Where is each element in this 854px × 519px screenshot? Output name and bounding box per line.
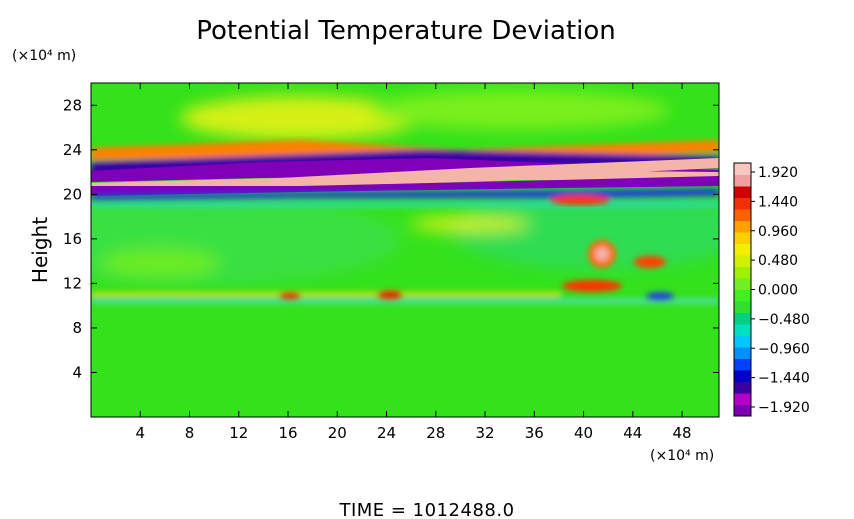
heatmap-field	[91, 83, 719, 417]
colorbar-swatch	[734, 278, 751, 290]
x-tick-label: 32	[475, 424, 494, 442]
y-tick-label: 24	[63, 141, 82, 159]
y-tick-label: 20	[63, 185, 82, 203]
y-axis-label: Height	[28, 217, 52, 283]
colorbar	[733, 162, 752, 417]
x-tick-label: 28	[426, 424, 445, 442]
colorbar-label: 0.480	[758, 253, 798, 269]
colorbar-swatch	[734, 209, 751, 221]
colorbar-swatch	[734, 404, 751, 417]
y-tick-label: 4	[72, 363, 82, 381]
colorbar-swatch	[734, 347, 751, 359]
colorbar-label: 0.000	[758, 283, 798, 299]
colorbar-swatch	[734, 393, 751, 405]
colorbar-swatch	[734, 312, 751, 325]
colorbar-label: 1.920	[758, 165, 798, 181]
y-axis-ticks: 4 8 12 16 20 24 28	[63, 96, 719, 381]
y-unit-label: (×10⁴ m)	[12, 48, 76, 64]
colorbar-swatch	[734, 174, 751, 187]
x-unit-label: (×10⁴ m)	[650, 448, 714, 464]
y-tick-label: 16	[63, 230, 82, 248]
colorbar-swatch	[734, 289, 751, 302]
time-label: TIME = 1012488.0	[338, 500, 514, 519]
colorbar-swatch	[734, 266, 751, 279]
colorbar-swatch	[734, 335, 751, 348]
x-tick-label: 24	[377, 424, 396, 442]
y-tick-label: 28	[63, 96, 82, 114]
colorbar-label: −0.480	[758, 312, 810, 328]
x-tick-label: 40	[574, 424, 593, 442]
chart-title: Potential Temperature Deviation	[196, 16, 616, 46]
x-tick-label: 16	[278, 424, 297, 442]
colorbar-labels: 1.920 1.440 0.960 0.480 0.000 −0.480 −0.960 −1.…	[751, 165, 810, 416]
colorbar-label: 0.960	[758, 224, 798, 240]
y-tick-label: 8	[72, 319, 82, 337]
x-tick-label: 8	[185, 424, 195, 442]
colorbar-swatch	[734, 197, 751, 210]
colorbar-label: −0.960	[758, 341, 810, 357]
colorbar-label: 1.440	[758, 194, 798, 210]
plot-frame	[90, 82, 720, 418]
colorbar-swatch	[734, 220, 751, 233]
x-tick-label: 20	[328, 424, 347, 442]
colorbar-label: −1.440	[758, 371, 810, 387]
y-tick-label: 12	[63, 274, 82, 292]
colorbar-swatch	[734, 381, 751, 394]
colorbar-swatch	[734, 255, 751, 267]
colorbar-swatch	[734, 163, 751, 175]
x-tick-label: 48	[673, 424, 692, 442]
colorbar-swatch	[734, 232, 751, 244]
x-axis-ticks: 4 8 12 16 20 24 28 32 36 40 44 48	[135, 83, 692, 442]
x-tick-label: 44	[623, 424, 642, 442]
colorbar-swatch	[734, 370, 751, 382]
colorbar-swatch	[734, 243, 751, 256]
x-tick-label: 36	[525, 424, 544, 442]
colorbar-swatch	[734, 324, 751, 336]
colorbar-label: −1.920	[758, 400, 810, 416]
x-tick-label: 12	[229, 424, 248, 442]
colorbar-swatch	[734, 358, 751, 371]
x-tick-label: 4	[135, 424, 145, 442]
colorbar-swatch	[734, 301, 751, 313]
colorbar-swatch	[734, 186, 751, 198]
